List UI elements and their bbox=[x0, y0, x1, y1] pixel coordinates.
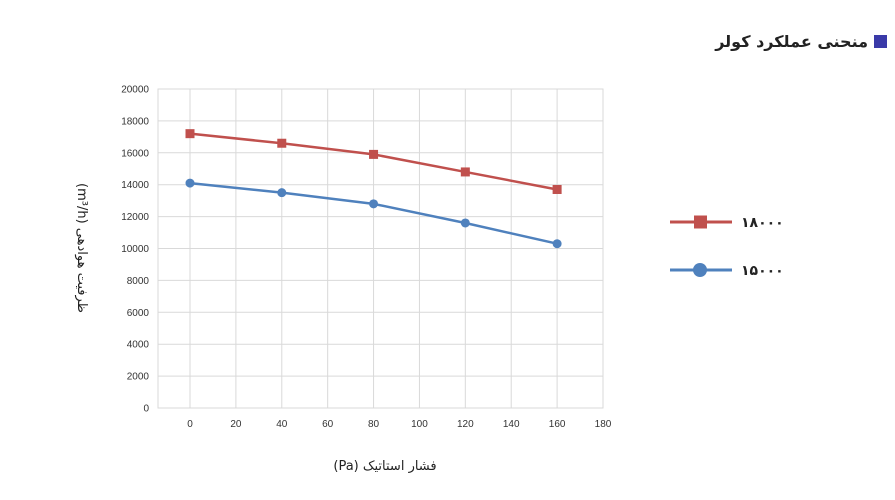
x-tick-label: 0 bbox=[187, 419, 193, 430]
data-point bbox=[460, 167, 470, 177]
y-axis-label: ظرفیت هوادهی (m³/h) bbox=[74, 183, 89, 313]
x-tick-label: 80 bbox=[368, 419, 380, 430]
data-point bbox=[369, 149, 379, 159]
legend-label: ۱۵۰۰۰ bbox=[741, 263, 784, 279]
y-tick-label: 14000 bbox=[121, 180, 149, 191]
data-point bbox=[185, 129, 195, 139]
x-tick-label: 120 bbox=[457, 419, 474, 430]
y-tick-label: 18000 bbox=[121, 116, 149, 127]
y-tick-label: 10000 bbox=[121, 244, 149, 255]
legend-circle-icon bbox=[693, 263, 707, 277]
y-axis-ticks: 0 2000 4000 6000 8000 10000 12000 14000 16000 180… bbox=[121, 85, 149, 415]
legend-label: ۱۸۰۰۰ bbox=[741, 215, 784, 231]
x-tick-label: 140 bbox=[503, 419, 520, 430]
y-tick-label: 8000 bbox=[127, 276, 150, 287]
x-tick-label: 20 bbox=[230, 419, 242, 430]
data-point bbox=[369, 199, 379, 209]
y-tick-label: 12000 bbox=[121, 212, 149, 223]
data-point bbox=[552, 184, 562, 194]
y-tick-label: 2000 bbox=[127, 372, 150, 383]
page-title-text: منحنی عملکرد کولر bbox=[715, 32, 868, 51]
chart-legend: ۱۸۰۰۰ ۱۵۰۰۰ bbox=[670, 215, 784, 279]
x-tick-label: 60 bbox=[322, 419, 334, 430]
data-point bbox=[277, 138, 287, 148]
x-tick-label: 180 bbox=[595, 419, 612, 430]
data-point bbox=[185, 178, 195, 188]
x-axis-label: فشار استاتیک (Pa) bbox=[333, 459, 436, 474]
chart-series bbox=[185, 129, 562, 249]
x-tick-label: 40 bbox=[276, 419, 288, 430]
y-tick-label: 4000 bbox=[127, 340, 150, 351]
y-tick-label: 20000 bbox=[121, 85, 149, 96]
legend-square-icon bbox=[694, 215, 707, 229]
title-square-icon bbox=[874, 35, 887, 48]
y-tick-label: 16000 bbox=[121, 148, 149, 159]
x-axis-ticks: 0 20 40 60 80 100 120 140 160 180 bbox=[187, 419, 612, 430]
y-tick-label: 6000 bbox=[127, 308, 150, 319]
x-tick-label: 100 bbox=[411, 419, 428, 430]
y-tick-label: 0 bbox=[143, 404, 149, 415]
page-title: منحنی عملکرد کولر bbox=[715, 32, 887, 51]
x-tick-label: 160 bbox=[549, 419, 566, 430]
data-point bbox=[552, 239, 562, 249]
data-point bbox=[277, 188, 287, 198]
data-point bbox=[460, 218, 470, 228]
